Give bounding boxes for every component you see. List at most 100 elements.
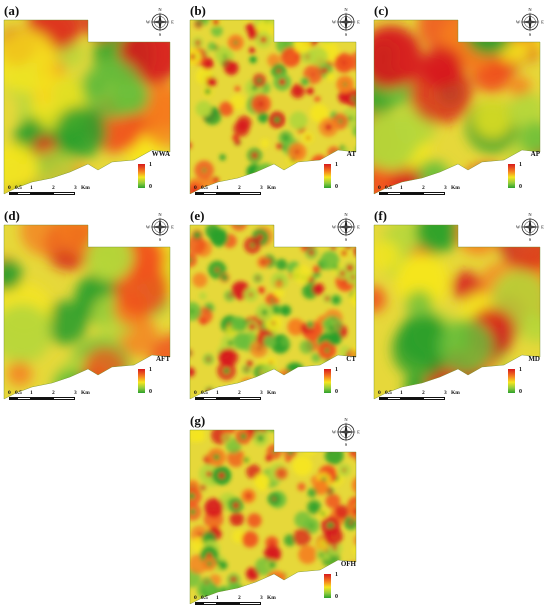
compass-s: S bbox=[529, 237, 532, 241]
legend-color-ramp bbox=[508, 369, 515, 393]
scale-tick: 0.5 bbox=[201, 185, 208, 191]
legend-high-value: 1 bbox=[335, 162, 338, 168]
legend-layer-name: MD bbox=[528, 355, 540, 363]
map-panel-b: (b) N S W E AT 1 0 0 0.5 1 2 3 Km bbox=[188, 2, 366, 198]
scale-unit: Km bbox=[451, 390, 460, 396]
north-arrow-compass-icon: N S W E bbox=[516, 7, 544, 36]
legend-color-ramp bbox=[324, 369, 331, 393]
scale-tick: 3 bbox=[260, 185, 263, 191]
scale-tick: 0 bbox=[194, 595, 197, 601]
compass-s: S bbox=[529, 32, 532, 36]
map-panel-d: (d) N S W E AFT 1 0 0 0.5 1 2 3 Km bbox=[2, 207, 180, 403]
compass-e: E bbox=[171, 20, 174, 25]
legend: AT 1 0 bbox=[318, 150, 356, 198]
scale-bar: 0 0.5 1 2 3 Km bbox=[194, 185, 294, 197]
panel-label: (a) bbox=[4, 3, 20, 18]
scale-tick: 2 bbox=[238, 595, 241, 601]
scale-tick: 0.5 bbox=[385, 390, 392, 396]
map-panel-g: (g) N S W E OFH 1 0 0 0.5 1 2 3 Km bbox=[188, 412, 366, 608]
scale-tick: 1 bbox=[30, 390, 33, 396]
legend-layer-name: CT bbox=[346, 355, 356, 363]
scale-tick: 0 bbox=[8, 185, 11, 191]
compass-e: E bbox=[171, 225, 174, 230]
compass-e: E bbox=[357, 225, 360, 230]
scale-tick: 2 bbox=[238, 390, 241, 396]
scale-bar: 0 0.5 1 2 3 Km bbox=[8, 185, 108, 197]
legend-low-value: 0 bbox=[519, 184, 522, 190]
compass-n: N bbox=[528, 7, 532, 12]
map-panel-a: (a) N S W E WWA 1 0 0 0.5 1 2 3 Km bbox=[2, 2, 180, 198]
legend-low-value: 0 bbox=[149, 184, 152, 190]
compass-w: W bbox=[332, 430, 337, 435]
legend-low-value: 0 bbox=[149, 389, 152, 395]
legend: MD 1 0 bbox=[502, 355, 540, 403]
scale-tick: 3 bbox=[260, 390, 263, 396]
scale-tick: 0 bbox=[194, 185, 197, 191]
compass-w: W bbox=[516, 225, 521, 230]
legend-color-ramp bbox=[138, 164, 145, 188]
legend-layer-name: AT bbox=[346, 150, 356, 158]
scale-tick: 3 bbox=[260, 595, 263, 601]
legend-low-value: 0 bbox=[519, 389, 522, 395]
scale-tick: 3 bbox=[444, 390, 447, 396]
compass-w: W bbox=[146, 225, 151, 230]
scale-tick: 0.5 bbox=[201, 390, 208, 396]
legend-color-ramp bbox=[324, 164, 331, 188]
study-area-map bbox=[3, 19, 171, 195]
legend-layer-name: OFH bbox=[340, 560, 356, 568]
legend: WWA 1 0 bbox=[132, 150, 170, 198]
study-area-map bbox=[373, 224, 541, 400]
scale-tick: 1 bbox=[216, 390, 219, 396]
map-panel-f: (f) N S W E MD 1 0 0 0.5 1 2 3 Km bbox=[372, 207, 550, 403]
compass-w: W bbox=[146, 20, 151, 25]
scale-unit: Km bbox=[451, 185, 460, 191]
compass-n: N bbox=[344, 7, 348, 12]
north-arrow-compass-icon: N S W E bbox=[332, 212, 360, 241]
compass-s: S bbox=[159, 32, 162, 36]
legend-color-ramp bbox=[324, 574, 331, 598]
scale-tick: 0 bbox=[194, 390, 197, 396]
scale-tick: 2 bbox=[422, 390, 425, 396]
compass-n: N bbox=[344, 212, 348, 217]
scale-tick: 1 bbox=[30, 185, 33, 191]
scale-tick: 0 bbox=[378, 390, 381, 396]
scale-tick: 1 bbox=[216, 595, 219, 601]
scale-tick: 0.5 bbox=[15, 185, 22, 191]
legend-high-value: 1 bbox=[335, 572, 338, 578]
scale-unit: Km bbox=[81, 390, 90, 396]
scale-bar: 0 0.5 1 2 3 Km bbox=[378, 390, 478, 402]
compass-e: E bbox=[541, 225, 544, 230]
legend-layer-name: AP bbox=[530, 150, 540, 158]
scale-unit: Km bbox=[81, 185, 90, 191]
north-arrow-compass-icon: N S W E bbox=[516, 212, 544, 241]
compass-w: W bbox=[516, 20, 521, 25]
legend-layer-name: WWA bbox=[151, 150, 170, 158]
scale-tick: 3 bbox=[74, 390, 77, 396]
north-arrow-compass-icon: N S W E bbox=[332, 417, 360, 446]
scale-tick: 3 bbox=[444, 185, 447, 191]
compass-e: E bbox=[357, 430, 360, 435]
legend-high-value: 1 bbox=[149, 367, 152, 373]
scale-bar: 0 0.5 1 2 3 Km bbox=[8, 390, 108, 402]
panel-label: (g) bbox=[190, 413, 206, 428]
legend-high-value: 1 bbox=[519, 162, 522, 168]
legend-high-value: 1 bbox=[335, 367, 338, 373]
scale-tick: 2 bbox=[422, 185, 425, 191]
scale-tick: 1 bbox=[400, 185, 403, 191]
scale-tick: 0.5 bbox=[201, 595, 208, 601]
legend: CT 1 0 bbox=[318, 355, 356, 403]
scale-tick: 2 bbox=[52, 185, 55, 191]
map-panel-c: (c) N S W E AP 1 0 0 0.5 1 2 3 Km bbox=[372, 2, 550, 198]
legend-layer-name: AFT bbox=[156, 355, 170, 363]
scale-tick: 1 bbox=[216, 185, 219, 191]
map-panel-e: (e) N S W E CT 1 0 0 0.5 1 2 3 Km bbox=[188, 207, 366, 403]
panel-label: (f) bbox=[374, 208, 387, 223]
study-area-map bbox=[373, 19, 541, 195]
north-arrow-compass-icon: N S W E bbox=[146, 7, 174, 36]
scale-bar: 0 0.5 1 2 3 Km bbox=[194, 595, 294, 607]
scale-unit: Km bbox=[267, 185, 276, 191]
compass-w: W bbox=[332, 20, 337, 25]
compass-e: E bbox=[357, 20, 360, 25]
panel-label: (b) bbox=[190, 3, 206, 18]
north-arrow-compass-icon: N S W E bbox=[332, 7, 360, 36]
